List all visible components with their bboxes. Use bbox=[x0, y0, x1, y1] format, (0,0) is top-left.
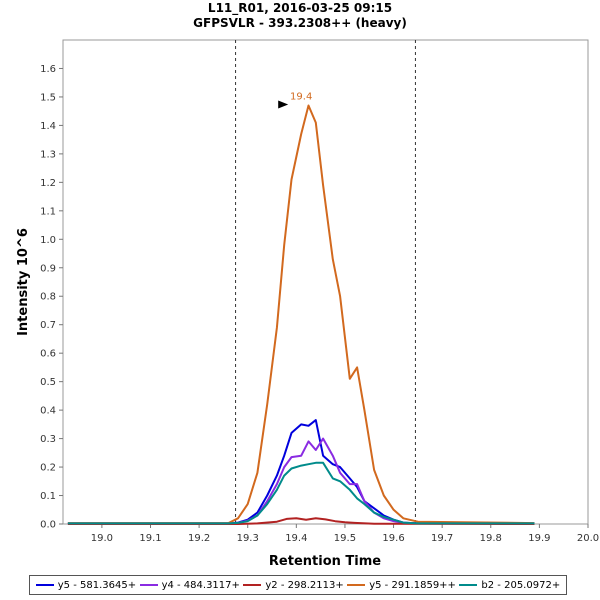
legend-label: b2 - 205.0972+ bbox=[481, 579, 561, 591]
y-axis: 0.0 0.1 0.2 0.3 0.4 0.5 0.6 0.7 0.8 0.9 1.0 1.1 1.2 1… bbox=[40, 64, 63, 531]
x-tick-label: 19.8 bbox=[480, 533, 502, 544]
legend-swatch bbox=[347, 584, 366, 586]
legend-swatch bbox=[459, 584, 478, 586]
x-tick-label: 19.6 bbox=[382, 533, 404, 544]
x-tick-label: 19.0 bbox=[91, 533, 113, 544]
y-tick-label: 1.4 bbox=[40, 121, 56, 132]
legend-swatch bbox=[35, 584, 54, 586]
x-axis-title: Retention Time bbox=[269, 554, 381, 569]
y-tick-label: 1.2 bbox=[40, 178, 56, 189]
y-tick-label: 0.6 bbox=[40, 349, 56, 360]
legend-label: y2 - 298.2113+ bbox=[265, 579, 344, 591]
series-line bbox=[67, 104, 535, 525]
legend-swatch bbox=[139, 584, 158, 586]
legend-swatch bbox=[243, 584, 262, 586]
x-tick-label: 19.7 bbox=[431, 533, 453, 544]
y-tick-label: 1.3 bbox=[40, 149, 56, 160]
legend-entry: y5 - 581.3645+ bbox=[35, 579, 137, 591]
y-tick-label: 1.1 bbox=[40, 206, 56, 217]
y-tick-label: 0.9 bbox=[40, 263, 56, 274]
series-lines bbox=[67, 104, 535, 525]
y-tick-label: 1.0 bbox=[40, 235, 56, 246]
legend-entry: y2 - 298.2113+ bbox=[243, 579, 344, 591]
legend-entry: b2 - 205.0972+ bbox=[459, 580, 560, 591]
x-tick-label: 19.9 bbox=[528, 533, 550, 544]
y-tick-label: 0.3 bbox=[40, 434, 56, 445]
peak-boundaries bbox=[235, 40, 416, 524]
y-tick-label: 0.7 bbox=[40, 320, 56, 331]
x-tick-label: 19.2 bbox=[188, 533, 210, 544]
y-tick-label: 1.6 bbox=[40, 64, 56, 75]
series-line bbox=[67, 517, 535, 525]
x-tick-label: 19.3 bbox=[237, 533, 259, 544]
x-tick-label: 19.4 bbox=[285, 533, 307, 544]
plot-area bbox=[62, 39, 589, 525]
legend-label: y5 - 291.1859++ bbox=[369, 579, 456, 591]
peak-annotations: 19.4 bbox=[278, 91, 312, 109]
chart-title: L11_R01, 2016-03-25 09:15 bbox=[207, 1, 393, 15]
legend-entry: y5 - 291.1859++ bbox=[347, 580, 456, 591]
y-axis-title: Intensity 10^6 bbox=[16, 228, 31, 336]
y-tick-label: 0.4 bbox=[40, 406, 56, 417]
y-tick-label: 0.2 bbox=[40, 463, 56, 474]
legend: y5 - 581.3645+ y4 - 484.3117+ y2 - 298.211… bbox=[29, 575, 567, 595]
series-line bbox=[67, 419, 535, 525]
legend-label: y5 - 581.3645+ bbox=[57, 579, 137, 591]
peak-label: 19.4 bbox=[290, 91, 312, 102]
legend-label: y4 - 484.3117+ bbox=[161, 579, 240, 591]
chart-title-block: L11_R01, 2016-03-25 09:15 GFPSVLR - 393.… bbox=[0, 1, 600, 31]
y-tick-label: 0.5 bbox=[40, 377, 56, 388]
x-axis: 19.0 19.1 19.2 19.3 19.4 19.5 19.6 19.7 19.8 19.9… bbox=[91, 524, 599, 544]
x-tick-label: 19.5 bbox=[334, 533, 356, 544]
legend-entry: y4 - 484.3117+ bbox=[139, 579, 240, 591]
y-tick-label: 0.1 bbox=[40, 491, 56, 502]
x-tick-label: 20.0 bbox=[577, 533, 599, 544]
peak-marker-icon bbox=[278, 100, 289, 109]
y-tick-label: 0.0 bbox=[40, 520, 56, 531]
y-tick-label: 0.8 bbox=[40, 292, 56, 303]
y-tick-label: 1.5 bbox=[40, 92, 56, 103]
chart-subtitle: GFPSVLR - 393.2308++ (heavy) bbox=[193, 16, 407, 30]
series-line bbox=[67, 461, 535, 525]
x-tick-label: 19.1 bbox=[139, 533, 161, 544]
